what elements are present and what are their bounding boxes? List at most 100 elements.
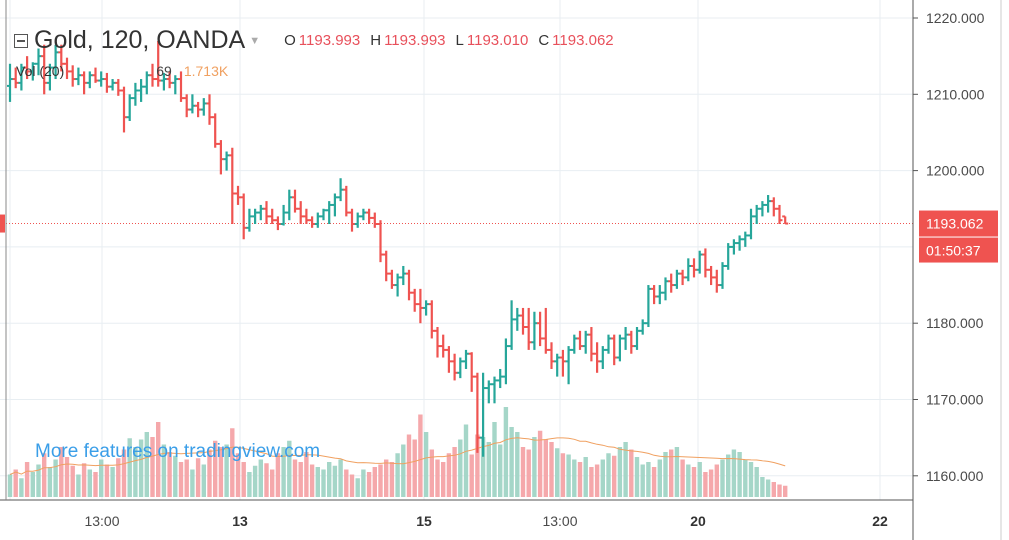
ohlc-bar (497, 368, 504, 389)
ohlc-bar (143, 71, 150, 95)
volume-bar (99, 459, 104, 497)
ohlc-bar (309, 216, 316, 228)
time-tick-label: 15 (416, 513, 432, 529)
volume-bar (235, 453, 241, 497)
volume-bar (720, 459, 725, 497)
volume-bar (651, 467, 657, 497)
ohlc-bar (69, 65, 76, 87)
ohlc-bar (742, 231, 749, 247)
promo-link[interactable]: More features on tradingview.com (35, 441, 321, 462)
volume-bar (384, 459, 389, 497)
ohlc-bar (64, 57, 70, 80)
ohlc-bar (628, 330, 635, 354)
ohlc-bar (656, 285, 663, 305)
ohlc-bar (605, 334, 612, 354)
volume-bar (167, 452, 172, 497)
open-label: O (284, 32, 296, 49)
volume-bar (686, 464, 691, 497)
volume-bar (36, 464, 41, 497)
ohlc-bar (417, 288, 424, 324)
ohlc-bar (149, 63, 156, 87)
volume-bar (515, 432, 520, 497)
ohlc-bar (736, 235, 743, 251)
ohlc-bar (292, 189, 298, 213)
volume-bar (463, 424, 469, 497)
ohlc-bar (81, 71, 88, 95)
ohlc-bar (542, 307, 549, 354)
volume-bar (275, 453, 281, 497)
volume-bar (327, 462, 332, 497)
volume-bar (292, 459, 298, 497)
volume-bar (777, 484, 782, 497)
volume-bar (355, 478, 360, 497)
ohlc-bar (388, 269, 395, 289)
volume-bar (47, 467, 53, 497)
last-price-edge-marker (0, 214, 5, 233)
symbol-title[interactable]: Gold, 120, OANDA (34, 26, 246, 54)
volume-bar (241, 462, 246, 497)
volume-bar (127, 438, 132, 497)
volume-indicator-name[interactable]: Vol (20) (16, 63, 65, 79)
volume-bar (555, 448, 560, 497)
volume-bar (594, 464, 600, 497)
ohlc-bar (349, 208, 355, 232)
ohlc-bar (160, 72, 167, 91)
volume-bar (498, 444, 503, 497)
ohlc-bar (514, 307, 521, 331)
volume-bar (270, 469, 275, 497)
volume-bar (708, 469, 714, 497)
volume-bar (213, 440, 218, 497)
collapse-icon[interactable] (14, 33, 28, 48)
ohlc-bar (280, 204, 287, 226)
ohlc-bar (411, 288, 418, 312)
ohlc-bar (639, 319, 646, 335)
volume-bar (150, 437, 155, 497)
volume-bar (703, 472, 708, 497)
volume-bar (195, 458, 201, 497)
ohlc-bar (451, 353, 458, 381)
ohlc-bar (98, 71, 105, 87)
price-tick-label: 1220.000 (926, 10, 985, 26)
ohlc-bar (730, 239, 737, 255)
time-tick-label: 20 (690, 513, 706, 529)
ohlc-bar (331, 193, 338, 217)
volume-bar (258, 459, 263, 497)
time-tick-label: 13:00 (542, 513, 577, 529)
ohlc-bar (189, 94, 196, 114)
chevron-down-icon[interactable]: ▼ (249, 34, 261, 47)
volume-bar (429, 449, 434, 497)
ohlc-bar (269, 208, 276, 225)
price-tick-label: 1160.000 (926, 468, 984, 484)
ohlc-bar (366, 208, 373, 225)
price-tick-label: 1180.000 (926, 315, 984, 331)
volume-bar (412, 439, 417, 497)
volume-bar (218, 447, 224, 497)
ohlc-bar (582, 330, 589, 354)
ohlc-bar (440, 334, 447, 358)
volume-bar (133, 447, 138, 497)
ohlc-bar (719, 262, 726, 289)
ohlc-bar (172, 75, 179, 95)
ohlc-bar (400, 265, 407, 286)
ohlc-bar (502, 338, 509, 385)
ohlc-bar (554, 353, 561, 377)
volume-bar (104, 464, 110, 497)
volume-bar (13, 469, 18, 497)
volume-bar (737, 452, 742, 497)
ohlc-bar (434, 327, 441, 358)
ohlc-bar (673, 269, 680, 289)
ohlc-bar (748, 208, 754, 240)
ohlc-bar (178, 71, 184, 102)
volume-bar (389, 462, 395, 497)
ohlc-bar (103, 72, 110, 93)
volume-bar (623, 442, 628, 497)
ohlc-bar (662, 277, 669, 301)
volume-bar (361, 469, 366, 497)
ohlc-bar (35, 48, 42, 76)
ohlc-bar (588, 327, 595, 362)
volume-bar (629, 449, 634, 497)
ohlc-bar (696, 250, 703, 274)
ohlc-bar (485, 380, 492, 404)
